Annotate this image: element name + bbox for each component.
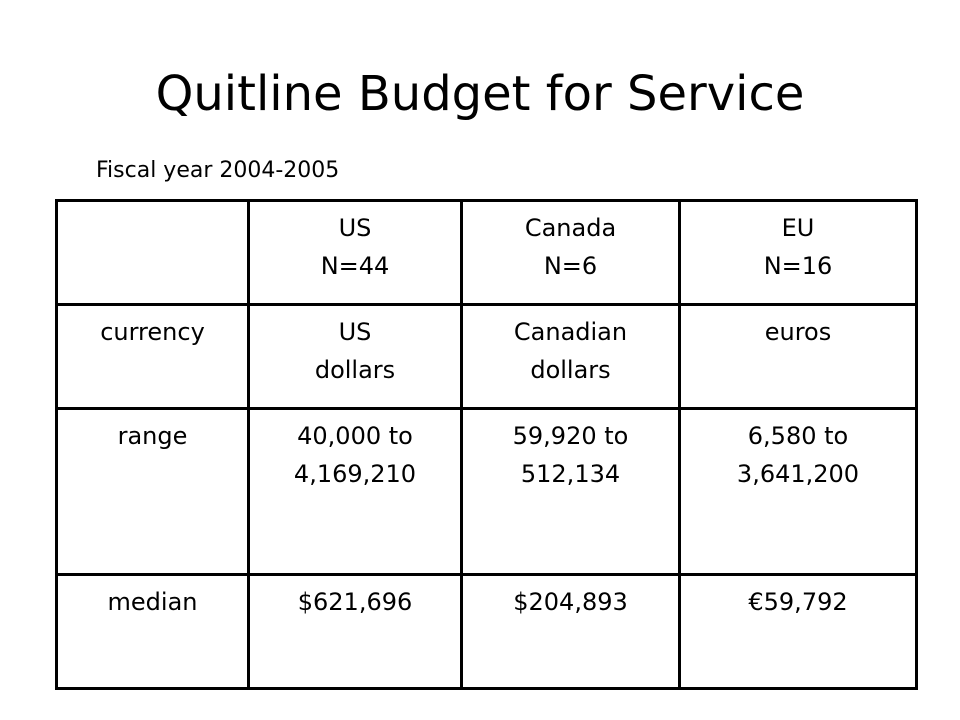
median-us-value: $621,696 — [297, 588, 413, 616]
header-eu-count: N=16 — [763, 252, 833, 280]
median-cell-canada: $204,893 — [460, 573, 681, 690]
range-canada-line-2: 512,134 — [520, 460, 621, 488]
slide-title: Quitline Budget for Service — [155, 66, 805, 123]
header-canada-region: Canada — [524, 214, 617, 242]
currency-cell-us: US dollars — [247, 303, 463, 410]
fiscal-year-subtitle: Fiscal year 2004-2005 — [96, 158, 340, 183]
header-us-count: N=44 — [320, 252, 390, 280]
median-canada-value: $204,893 — [513, 588, 628, 616]
row-label-currency: currency — [55, 303, 250, 410]
currency-eu-line-1: euros — [764, 318, 832, 346]
row-label-median: median — [55, 573, 250, 690]
header-eu-region: EU — [781, 214, 815, 242]
header-cell-us: US N=44 — [247, 199, 463, 306]
row-label-range: range — [55, 407, 250, 576]
range-cell-us: 40,000 to 4,169,210 — [247, 407, 463, 576]
currency-cell-eu: euros — [678, 303, 918, 410]
header-canada-count: N=6 — [543, 252, 598, 280]
currency-us-line-2: dollars — [314, 356, 396, 384]
header-cell-canada: Canada N=6 — [460, 199, 681, 306]
median-cell-us: $621,696 — [247, 573, 463, 690]
range-cell-eu: 6,580 to 3,641,200 — [678, 407, 918, 576]
currency-us-line-1: US — [338, 318, 372, 346]
range-eu-line-2: 3,641,200 — [736, 460, 860, 488]
range-cell-canada: 59,920 to 512,134 — [460, 407, 681, 576]
range-us-line-1: 40,000 to — [297, 422, 413, 450]
median-eu-value: €59,792 — [748, 588, 848, 616]
table-header-row: US N=44 Canada N=6 EU N=16 — [55, 199, 918, 306]
range-us-line-2: 4,169,210 — [293, 460, 417, 488]
currency-canada-line-1: Canadian — [513, 318, 628, 346]
header-cell-eu: EU N=16 — [678, 199, 918, 306]
table-row-currency: currency US dollars Canadian dollars eur… — [55, 303, 918, 410]
budget-table: US N=44 Canada N=6 EU N=16 currency US d… — [55, 199, 918, 690]
currency-cell-canada: Canadian dollars — [460, 303, 681, 410]
range-eu-line-1: 6,580 to — [747, 422, 849, 450]
header-us-region: US — [338, 214, 372, 242]
currency-canada-line-2: dollars — [530, 356, 611, 384]
header-empty-cell — [55, 199, 250, 306]
range-canada-line-1: 59,920 to — [512, 422, 629, 450]
table-row-median: median $621,696 $204,893 €59,792 — [55, 573, 918, 690]
median-cell-eu: €59,792 — [678, 573, 918, 690]
table-row-range: range 40,000 to 4,169,210 59,920 to 512,… — [55, 407, 918, 576]
